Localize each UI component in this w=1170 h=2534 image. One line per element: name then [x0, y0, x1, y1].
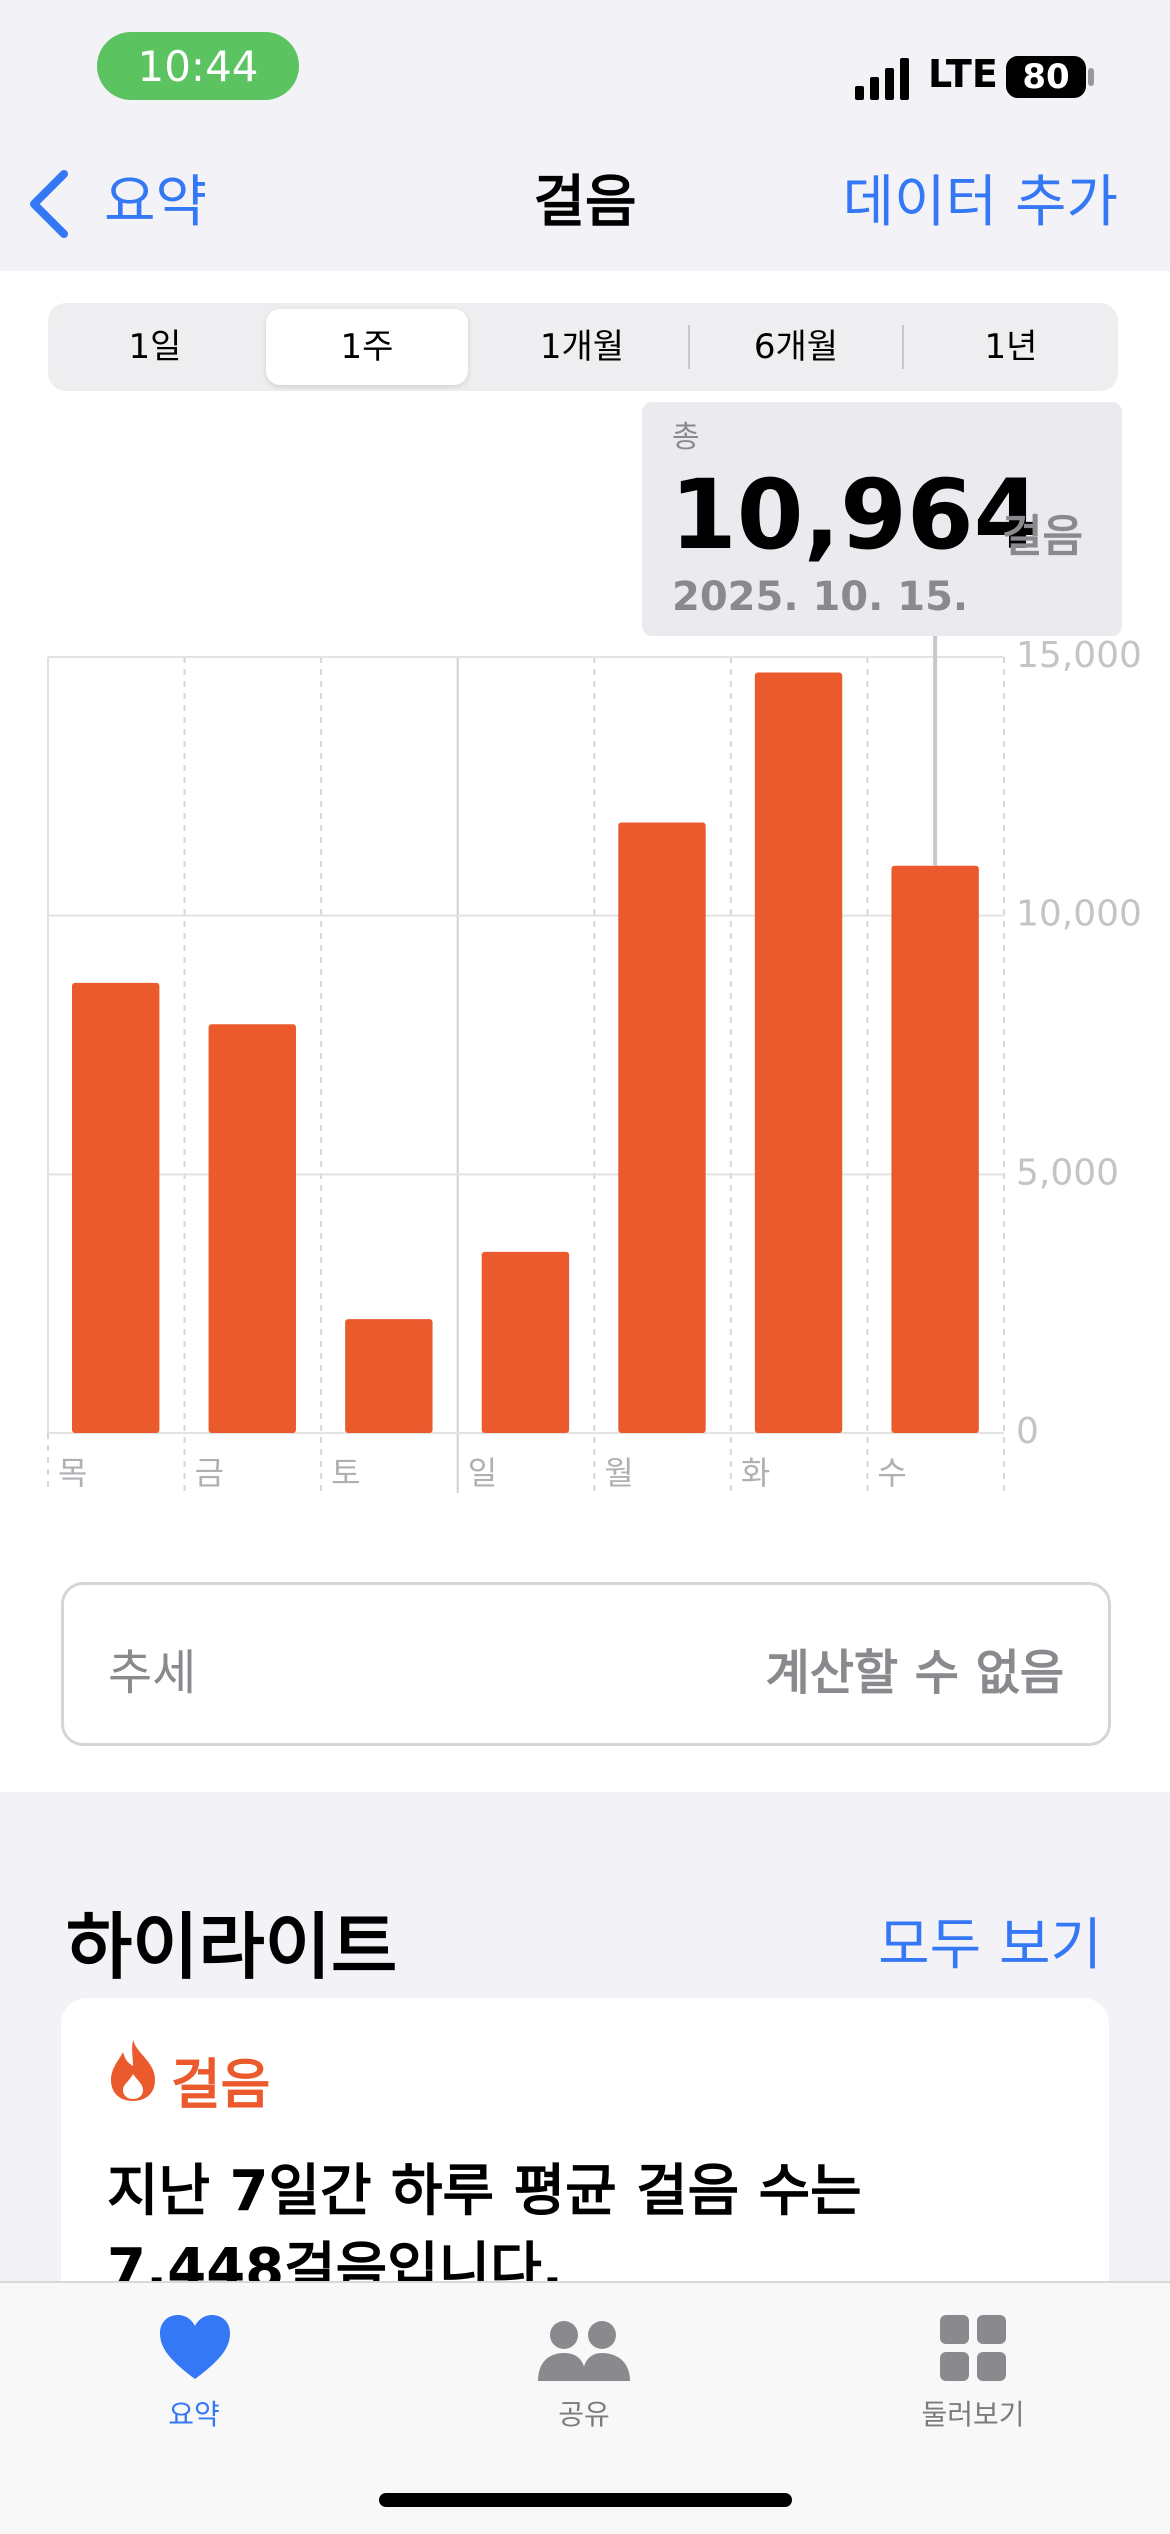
segment[interactable]: 1개월: [539, 327, 625, 367]
bar: [891, 865, 979, 1433]
nav-title: 걸음: [533, 170, 637, 235]
tooltip: 총 10,964 걸음 2025. 10. 15.: [642, 402, 1122, 636]
x-tick-label: 일: [468, 1454, 497, 1492]
tooltip-value: 10,964: [670, 459, 1041, 571]
tab-label[interactable]: 요약: [168, 2398, 220, 2431]
trend-label: 추세: [108, 1645, 197, 1701]
x-tick-label: 화: [741, 1454, 770, 1492]
segment[interactable]: 1주: [340, 327, 394, 367]
battery: 80: [1006, 56, 1086, 98]
bar: [754, 672, 843, 1433]
tab-label[interactable]: 둘러보기: [921, 2398, 1025, 2431]
heart-icon[interactable]: [158, 2313, 232, 2381]
see-all[interactable]: 모두 보기: [878, 1913, 1102, 1978]
x-tick-label: 목: [58, 1454, 87, 1492]
battery-cap: [1088, 68, 1094, 86]
tooltip-unit: 걸음: [1002, 511, 1083, 562]
status-time: 10:44: [97, 32, 299, 100]
bar: [208, 1024, 296, 1433]
y-tick-label: 10,000: [1016, 894, 1142, 935]
segment[interactable]: 1일: [128, 327, 182, 367]
flame-icon: [111, 2040, 155, 2101]
trend-value: 계산할 수 없음: [765, 1645, 1064, 1701]
bar: [618, 822, 706, 1433]
tooltip-label: 총: [672, 420, 700, 455]
signal-icon: [855, 58, 909, 100]
card-title: 걸음: [171, 2053, 271, 2116]
card-text: 지난 7일간 하루 평균 걸음 수는: [107, 2159, 862, 2224]
x-tick-label: 수: [877, 1454, 906, 1492]
y-tick-label: 15,000: [1016, 635, 1142, 676]
tab-label[interactable]: 공유: [558, 2398, 610, 2431]
bar: [481, 1251, 570, 1433]
segment-divider: [688, 325, 690, 369]
x-tick-label: 월: [604, 1454, 633, 1492]
tooltip-date: 2025. 10. 15.: [672, 574, 969, 620]
y-tick-label: 0: [1016, 1411, 1039, 1452]
bar: [345, 1319, 433, 1433]
home-indicator: [379, 2493, 792, 2507]
network: LTE: [928, 52, 998, 96]
trend-card[interactable]: 추세 계산할 수 없음: [61, 1582, 1111, 1746]
x-tick-label: 토: [331, 1454, 360, 1492]
segment[interactable]: 1년: [984, 327, 1038, 367]
segment-selected: [266, 309, 468, 385]
back-chevron[interactable]: [26, 168, 72, 240]
people-icon[interactable]: [536, 2319, 632, 2381]
x-tick-label: 금: [195, 1454, 224, 1492]
add-data[interactable]: 데이터 추가: [842, 170, 1118, 235]
tab-bar: 요약 공유 둘러보기: [0, 2281, 1170, 2534]
segment[interactable]: 6개월: [753, 327, 839, 367]
section-title: 하이라이트: [66, 1905, 398, 1989]
bar: [72, 982, 160, 1433]
segment-divider: [902, 325, 904, 369]
back-button[interactable]: 요약: [104, 170, 208, 235]
grid-icon[interactable]: [940, 2315, 1006, 2381]
y-tick-label: 5,000: [1016, 1152, 1119, 1193]
chart: 0 5,000 10,000 15,000 목 금 토 일 월 화 수: [47, 635, 1142, 1493]
segment-control: 1일 1주 1개월 6개월 1년: [48, 303, 1118, 391]
